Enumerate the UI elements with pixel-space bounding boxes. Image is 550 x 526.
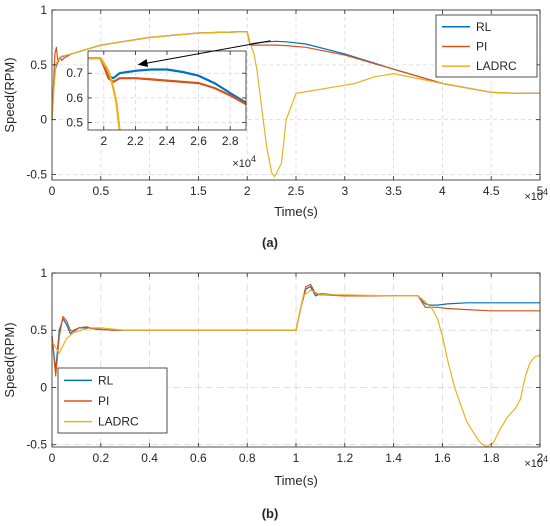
tick-group: 2 2.2 2.4 2.6 2.8 0.5 0.6 0.7 bbox=[66, 51, 246, 148]
x-tick-label: 0.2 bbox=[92, 451, 109, 465]
x-tick-label: 2 bbox=[244, 184, 251, 198]
x-tick-label: 2 bbox=[100, 134, 107, 148]
series-line-pi bbox=[51, 283, 540, 377]
legend: RL PI LADRC bbox=[57, 367, 168, 434]
x-tick-label: 4 bbox=[439, 184, 446, 198]
x-tick-label: 1 bbox=[146, 184, 153, 198]
x-tick-label: 0.5 bbox=[92, 184, 109, 198]
legend-label-rl: RL bbox=[476, 20, 492, 34]
x-exponent-power: 4 bbox=[543, 454, 548, 464]
series-line-ladrc bbox=[51, 31, 540, 178]
panel-caption: (b) bbox=[262, 506, 279, 521]
x-tick-label: 2.5 bbox=[288, 184, 305, 198]
y-tick-label: 1 bbox=[40, 266, 47, 280]
y-tick-label: 0.5 bbox=[30, 58, 47, 72]
y-tick-label: 0.5 bbox=[66, 116, 83, 130]
zoom-arrow bbox=[137, 40, 271, 67]
x-tick-label: 2.4 bbox=[159, 134, 176, 148]
inset-chart: 2 2.2 2.4 2.6 2.8 0.5 0.6 0.7 ×104 bbox=[66, 50, 256, 170]
x-exponent-label: ×104 bbox=[524, 187, 548, 203]
tick-group: 0 0.5 1 1.5 2 2.5 3 3.5 4 4.5 5-0.500.51 bbox=[26, 3, 543, 198]
x-exponent-label: ×104 bbox=[524, 454, 548, 470]
panel-caption: (a) bbox=[262, 235, 278, 250]
series-group bbox=[51, 31, 540, 178]
x-tick-label: 2 bbox=[537, 451, 544, 465]
x-tick-label: 0.8 bbox=[239, 451, 256, 465]
series-line-ladrc bbox=[51, 289, 541, 448]
legend-label-ladrc: LADRC bbox=[98, 415, 139, 429]
legend-label-pi: PI bbox=[476, 39, 487, 53]
x-tick-label: 1.5 bbox=[190, 184, 207, 198]
x-tick-label: 0.4 bbox=[141, 451, 158, 465]
x-exponent-power: 4 bbox=[543, 187, 548, 197]
x-exponent-label: ×104 bbox=[232, 154, 256, 170]
x-tick-label: 2.8 bbox=[222, 134, 239, 148]
x-tick-label: 0 bbox=[49, 184, 56, 198]
x-tick-label: 1.2 bbox=[336, 451, 353, 465]
x-tick-label: 1.6 bbox=[434, 451, 451, 465]
chart-panel-b: 0 0.2 0.4 0.6 0.8 1 1.2 1.4 1.6 1.8 2-0.500.51Time… bbox=[2, 266, 548, 488]
chart-panel-a: 0 0.5 1 1.5 2 2.5 3 3.5 4 4.5 5-0.500.51Time(s)Spe… bbox=[2, 3, 548, 219]
x-tick-label: 1.4 bbox=[385, 451, 402, 465]
y-tick-label: 0 bbox=[40, 380, 47, 394]
x-tick-label: 4.5 bbox=[483, 184, 500, 198]
x-axis-title: Time(s) bbox=[274, 473, 318, 488]
y-tick-label: -0.5 bbox=[26, 438, 47, 452]
x-tick-label: 0 bbox=[49, 451, 56, 465]
x-tick-label: 3 bbox=[341, 184, 348, 198]
y-axis-title: Speed(RPM) bbox=[2, 322, 17, 397]
x-axis-title: Time(s) bbox=[274, 204, 318, 219]
y-tick-label: 0.7 bbox=[66, 66, 83, 80]
y-tick-label: 1 bbox=[40, 3, 47, 17]
x-tick-label: 2.2 bbox=[127, 134, 144, 148]
x-tick-label: 1.8 bbox=[483, 451, 500, 465]
x-tick-label: 3.5 bbox=[385, 184, 402, 198]
y-tick-label: -0.5 bbox=[26, 168, 47, 182]
legend-label-ladrc: LADRC bbox=[476, 59, 517, 73]
chart-panel-b: 2 2.2 2.4 2.6 2.8 0.5 0.6 0.7 bbox=[66, 50, 247, 148]
series-group bbox=[51, 283, 541, 448]
y-axis-title: Speed(RPM) bbox=[2, 57, 17, 132]
grid-lines bbox=[88, 51, 246, 130]
tick-group: 0 0.2 0.4 0.6 0.8 1 1.2 1.4 1.6 1.8 2-0.500.51 bbox=[26, 266, 543, 465]
y-tick-label: 0.6 bbox=[66, 91, 83, 105]
y-tick-label: 0.5 bbox=[30, 323, 47, 337]
x-tick-label: 0.6 bbox=[190, 451, 207, 465]
series-line-pi bbox=[88, 57, 247, 106]
x-tick-label: 5 bbox=[537, 184, 544, 198]
legend-label-rl: RL bbox=[98, 373, 114, 387]
series-line-ladrc bbox=[88, 57, 121, 131]
x-exponent-power: 4 bbox=[251, 154, 256, 164]
x-tick-label: 2.6 bbox=[190, 134, 207, 148]
y-tick-label: 0 bbox=[40, 113, 47, 127]
series-group bbox=[88, 57, 247, 131]
legend: RL PI LADRC bbox=[435, 14, 538, 78]
legend-label-pi: PI bbox=[98, 394, 109, 408]
x-tick-label: 1 bbox=[293, 451, 300, 465]
